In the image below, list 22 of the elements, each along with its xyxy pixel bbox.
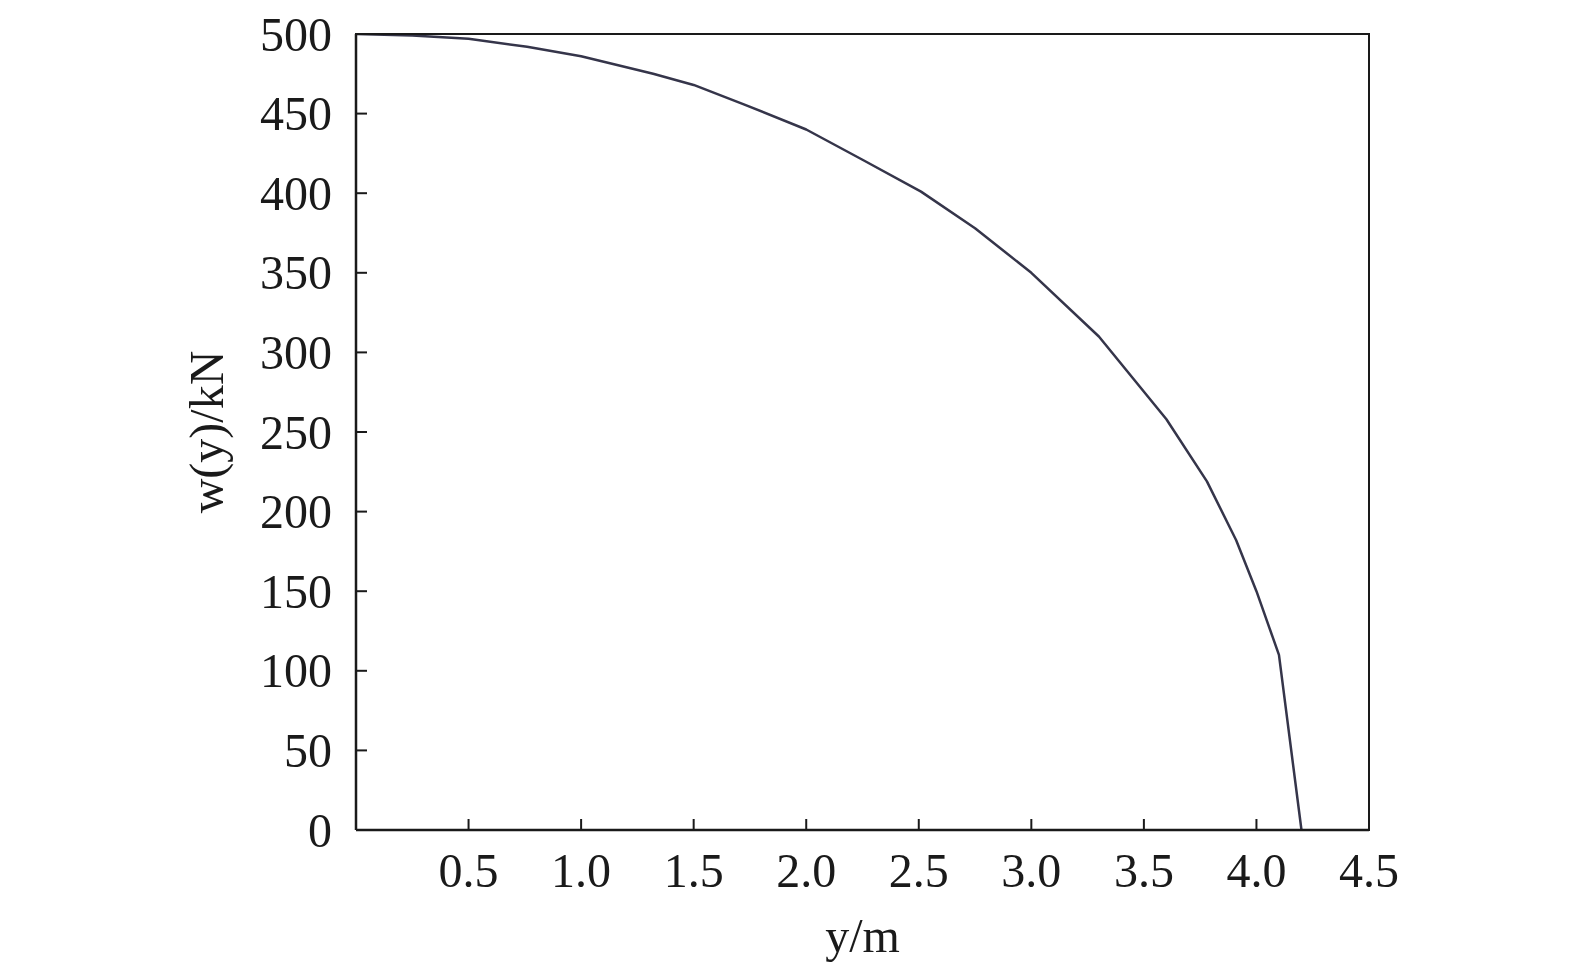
y-axis-title: w(y)/kN: [179, 350, 234, 514]
x-tick-label: 1.5: [663, 843, 724, 897]
y-tick-label: 450: [260, 87, 332, 141]
y-tick-label: 150: [260, 564, 332, 618]
x-tick-label: 4.0: [1226, 843, 1287, 897]
x-tick-label: 3.5: [1113, 843, 1174, 897]
y-tick-label: 200: [260, 485, 332, 539]
x-tick-label: 2.0: [776, 843, 837, 897]
y-tick-label: 250: [260, 405, 332, 459]
x-tick-label: 0.5: [438, 843, 499, 897]
y-tick-label: 50: [284, 723, 332, 777]
x-axis-title: y/m: [825, 909, 900, 962]
y-tick-label: 100: [260, 644, 332, 698]
y-tick-label: 350: [260, 246, 332, 300]
y-tick-label: 500: [260, 7, 332, 61]
x-tick-label: 2.5: [888, 843, 949, 897]
y-tick-label: 0: [308, 803, 332, 857]
x-tick-label: 3.0: [1001, 843, 1062, 897]
x-tick-label: 4.5: [1339, 843, 1399, 897]
y-tick-label: 300: [260, 325, 332, 379]
x-tick-label: 1.0: [551, 843, 612, 897]
y-tick-label: 400: [260, 166, 332, 220]
